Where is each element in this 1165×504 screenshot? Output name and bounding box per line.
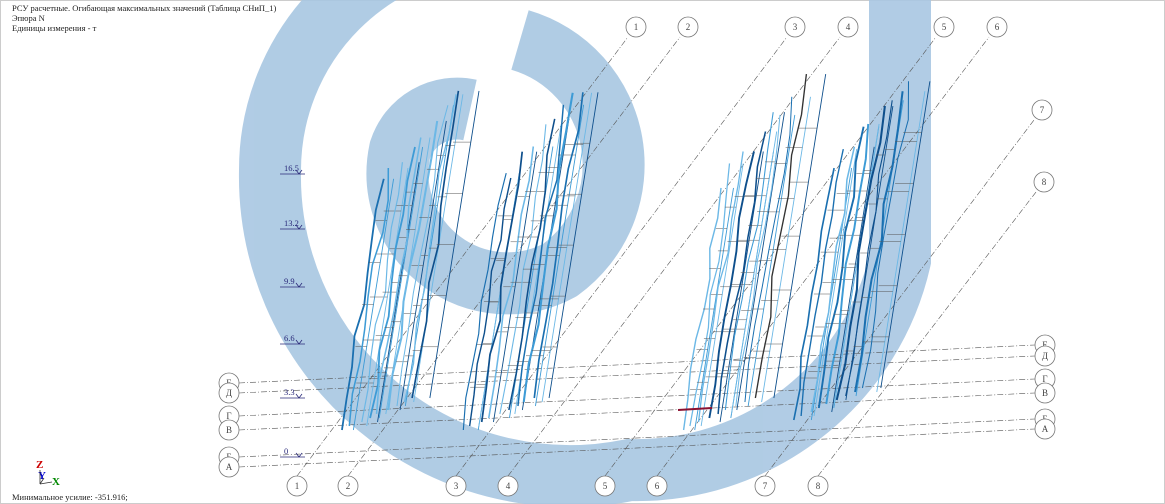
axis-label: 6 <box>655 481 660 491</box>
axis-label: В <box>226 425 232 435</box>
axis-label: 8 <box>1042 177 1047 187</box>
axis-label: 1 <box>634 22 639 32</box>
axis-label: В <box>1042 388 1048 398</box>
axis-label: А <box>1042 424 1049 434</box>
header-units: Единицы измерения - т <box>12 23 97 33</box>
model-view: РСУ расчетные. Огибающая максимальных зн… <box>0 0 1165 504</box>
axis-label: Д <box>1042 351 1048 361</box>
axis-label: Д <box>226 388 232 398</box>
footer: Минимальное усилие: -351.916; <box>12 492 128 502</box>
level-label: 3.3 <box>284 387 295 397</box>
viewport: РСУ расчетные. Огибающая максимальных зн… <box>0 0 1165 504</box>
axis-label: 6 <box>995 22 1000 32</box>
frame-member <box>690 163 730 426</box>
axis-label: Г <box>226 411 231 421</box>
axis-label: 7 <box>1040 105 1045 115</box>
axis-x: X <box>52 476 60 488</box>
axis-label: 4 <box>506 481 511 491</box>
axis-label: 4 <box>846 22 851 32</box>
axis-label: 3 <box>454 481 459 491</box>
level-label: 9.9 <box>284 276 295 286</box>
axis-label: 2 <box>686 22 691 32</box>
axis-label: 7 <box>763 481 768 491</box>
level-label: 6.6 <box>284 333 295 343</box>
axis-label: Г <box>1042 374 1047 384</box>
watermark <box>270 0 900 476</box>
axis-label: 2 <box>346 481 351 491</box>
axis-label: 5 <box>603 481 608 491</box>
axis-label: 1 <box>295 481 300 491</box>
axis-y: Y <box>38 470 46 482</box>
axis-label: 3 <box>793 22 798 32</box>
header-diagram: Эпюра N <box>12 13 45 23</box>
level-label: 0 <box>284 446 288 456</box>
axis-label: 8 <box>816 481 821 491</box>
axis-label: А <box>226 462 233 472</box>
header-title: РСУ расчетные. Огибающая максимальных зн… <box>12 3 277 13</box>
axis-label: 5 <box>942 22 947 32</box>
